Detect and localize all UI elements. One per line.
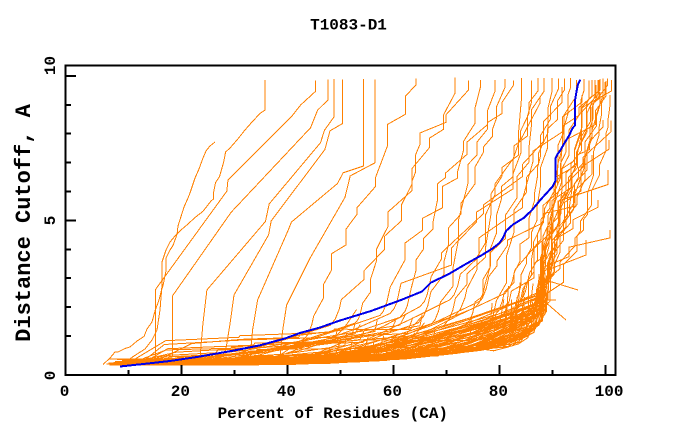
- svg-text:60: 60: [383, 383, 402, 401]
- svg-text:40: 40: [277, 383, 296, 401]
- svg-text:5: 5: [42, 216, 60, 226]
- svg-text:Distance Cutoff, A: Distance Cutoff, A: [12, 103, 37, 341]
- svg-text:80: 80: [489, 383, 508, 401]
- svg-text:10: 10: [42, 56, 60, 75]
- svg-text:20: 20: [171, 383, 190, 401]
- svg-text:0: 0: [42, 371, 60, 381]
- svg-text:0: 0: [60, 383, 70, 401]
- svg-text:100: 100: [595, 383, 624, 401]
- svg-text:T1083-D1: T1083-D1: [310, 17, 387, 35]
- svg-text:Percent of Residues (CA): Percent of Residues (CA): [218, 405, 448, 423]
